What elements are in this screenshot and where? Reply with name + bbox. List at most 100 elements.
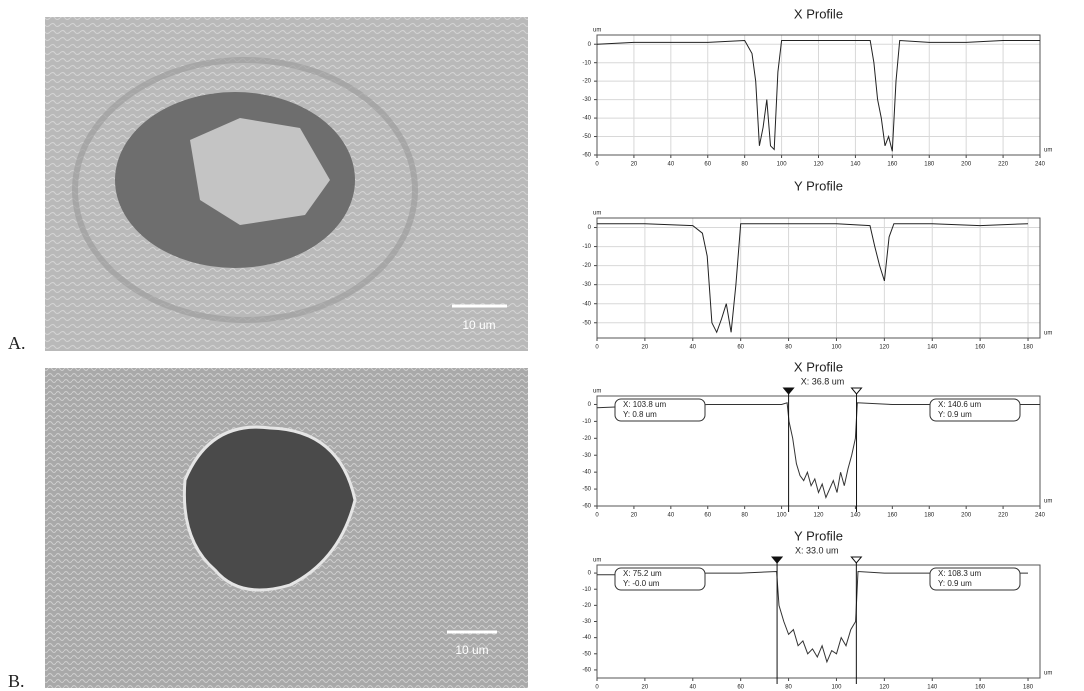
y-tick-label: -60 bbox=[582, 668, 591, 674]
y-tick-label: -20 bbox=[582, 263, 591, 269]
x-tick-label: 0 bbox=[595, 685, 599, 691]
x-tick-label: 60 bbox=[737, 685, 744, 691]
cursor-label: X: 33.0 um bbox=[795, 545, 839, 555]
cursor-label: X: 36.8 um bbox=[801, 376, 845, 386]
y-tick-label: -60 bbox=[582, 504, 591, 510]
y-tick-label: 0 bbox=[588, 225, 592, 231]
y-tick-label: -30 bbox=[582, 453, 591, 459]
x-tick-label: 80 bbox=[741, 513, 748, 519]
cursor-box bbox=[614, 567, 706, 591]
x-tick-label: 100 bbox=[831, 685, 842, 691]
y-tick-label: -50 bbox=[582, 651, 591, 657]
chart-title: Y Profile bbox=[794, 528, 843, 543]
panel-label: A. bbox=[8, 333, 26, 353]
y-tick-label: -30 bbox=[582, 97, 591, 103]
x-tick-label: 100 bbox=[831, 345, 842, 351]
x-tick-label: 180 bbox=[924, 162, 935, 168]
y-tick-label: -50 bbox=[582, 487, 591, 493]
x-tick-label: 160 bbox=[887, 513, 898, 519]
y-tick-label: -40 bbox=[582, 470, 591, 476]
chart-title: Y Profile bbox=[794, 178, 843, 193]
x-tick-label: 0 bbox=[595, 513, 599, 519]
scale-label: 10 um bbox=[462, 318, 495, 332]
x-tick-label: 40 bbox=[667, 162, 674, 168]
x-tick-label: 100 bbox=[777, 162, 788, 168]
x-tick-label: 0 bbox=[595, 162, 599, 168]
image-a bbox=[45, 17, 528, 351]
cursor-box-text: X: 108.3 um bbox=[938, 569, 981, 578]
image-b bbox=[45, 368, 528, 688]
cursor-box-text: Y: 0.9 um bbox=[938, 579, 972, 588]
y-tick-label: -50 bbox=[582, 134, 591, 140]
x-tick-label: 160 bbox=[887, 162, 898, 168]
x-tick-label: 60 bbox=[704, 162, 711, 168]
y-tick-label: -40 bbox=[582, 635, 591, 641]
y-tick-label: -30 bbox=[582, 282, 591, 288]
y-tick-label: 0 bbox=[588, 571, 592, 577]
x-tick-label: 120 bbox=[879, 685, 890, 691]
x-tick-label: 200 bbox=[961, 513, 972, 519]
x-tick-label: 240 bbox=[1035, 162, 1046, 168]
cursor-box-text: X: 75.2 um bbox=[623, 569, 662, 578]
x-tick-label: 200 bbox=[961, 162, 972, 168]
y-tick-label: -20 bbox=[582, 436, 591, 442]
cursor-marker bbox=[850, 556, 863, 564]
cursor-marker bbox=[771, 556, 784, 564]
profile-line bbox=[596, 39, 1040, 152]
x-tick-label: 20 bbox=[631, 162, 638, 168]
cursor-box-text: Y: 0.9 um bbox=[938, 410, 972, 419]
y-tick-label: -20 bbox=[582, 603, 591, 609]
y-tick-label: -20 bbox=[582, 79, 591, 85]
cursor-box-text: X: 140.6 um bbox=[938, 400, 981, 409]
cursor-box bbox=[614, 398, 706, 422]
x-tick-label: 80 bbox=[785, 685, 792, 691]
y-tick-label: -10 bbox=[582, 60, 591, 66]
x-tick-label: 140 bbox=[927, 345, 938, 351]
plot-frame bbox=[596, 564, 1041, 679]
x-unit: um bbox=[1044, 499, 1052, 505]
cursor-marker bbox=[782, 387, 795, 395]
x-tick-label: 20 bbox=[642, 685, 649, 691]
x-tick-label: 160 bbox=[975, 685, 986, 691]
x-tick-label: 180 bbox=[1023, 685, 1034, 691]
chart-title: X Profile bbox=[794, 359, 843, 374]
x-unit: um bbox=[1044, 148, 1052, 154]
x-tick-label: 40 bbox=[667, 513, 674, 519]
plot-frame bbox=[596, 217, 1041, 339]
cursor-box-text: Y: -0.0 um bbox=[623, 579, 660, 588]
x-tick-label: 80 bbox=[785, 345, 792, 351]
y-tick-label: -10 bbox=[582, 587, 591, 593]
x-unit: um bbox=[1044, 671, 1052, 677]
x-tick-label: 180 bbox=[1023, 345, 1034, 351]
x-tick-label: 140 bbox=[927, 685, 938, 691]
x-tick-label: 0 bbox=[595, 345, 599, 351]
x-tick-label: 40 bbox=[689, 345, 696, 351]
x-tick-label: 140 bbox=[850, 162, 861, 168]
x-tick-label: 220 bbox=[998, 162, 1009, 168]
x-tick-label: 60 bbox=[737, 345, 744, 351]
x-tick-label: 180 bbox=[924, 513, 935, 519]
y-tick-label: -30 bbox=[582, 619, 591, 625]
profile-line bbox=[597, 223, 1029, 334]
cursor-box-text: Y: 0.8 um bbox=[623, 410, 657, 419]
cursor-box bbox=[929, 567, 1021, 591]
scale-label: 10 um bbox=[455, 643, 488, 657]
y-tick-label: -50 bbox=[582, 320, 591, 326]
y-tick-label: 0 bbox=[588, 42, 592, 48]
y-unit: um bbox=[593, 28, 601, 34]
x-tick-label: 20 bbox=[631, 513, 638, 519]
y-unit: um bbox=[593, 558, 601, 564]
x-tick-label: 220 bbox=[998, 513, 1009, 519]
y-tick-label: -60 bbox=[582, 153, 591, 159]
cursor-box-text: X: 103.8 um bbox=[623, 400, 666, 409]
x-tick-label: 100 bbox=[777, 513, 788, 519]
x-tick-label: 80 bbox=[741, 162, 748, 168]
y-tick-label: -10 bbox=[582, 244, 591, 250]
chart-title: X Profile bbox=[794, 6, 843, 21]
plot-frame bbox=[596, 395, 1041, 507]
plot-frame bbox=[596, 34, 1041, 156]
panel-label: B. bbox=[8, 671, 25, 691]
x-tick-label: 120 bbox=[813, 513, 824, 519]
x-tick-label: 60 bbox=[704, 513, 711, 519]
y-tick-label: 0 bbox=[588, 402, 592, 408]
